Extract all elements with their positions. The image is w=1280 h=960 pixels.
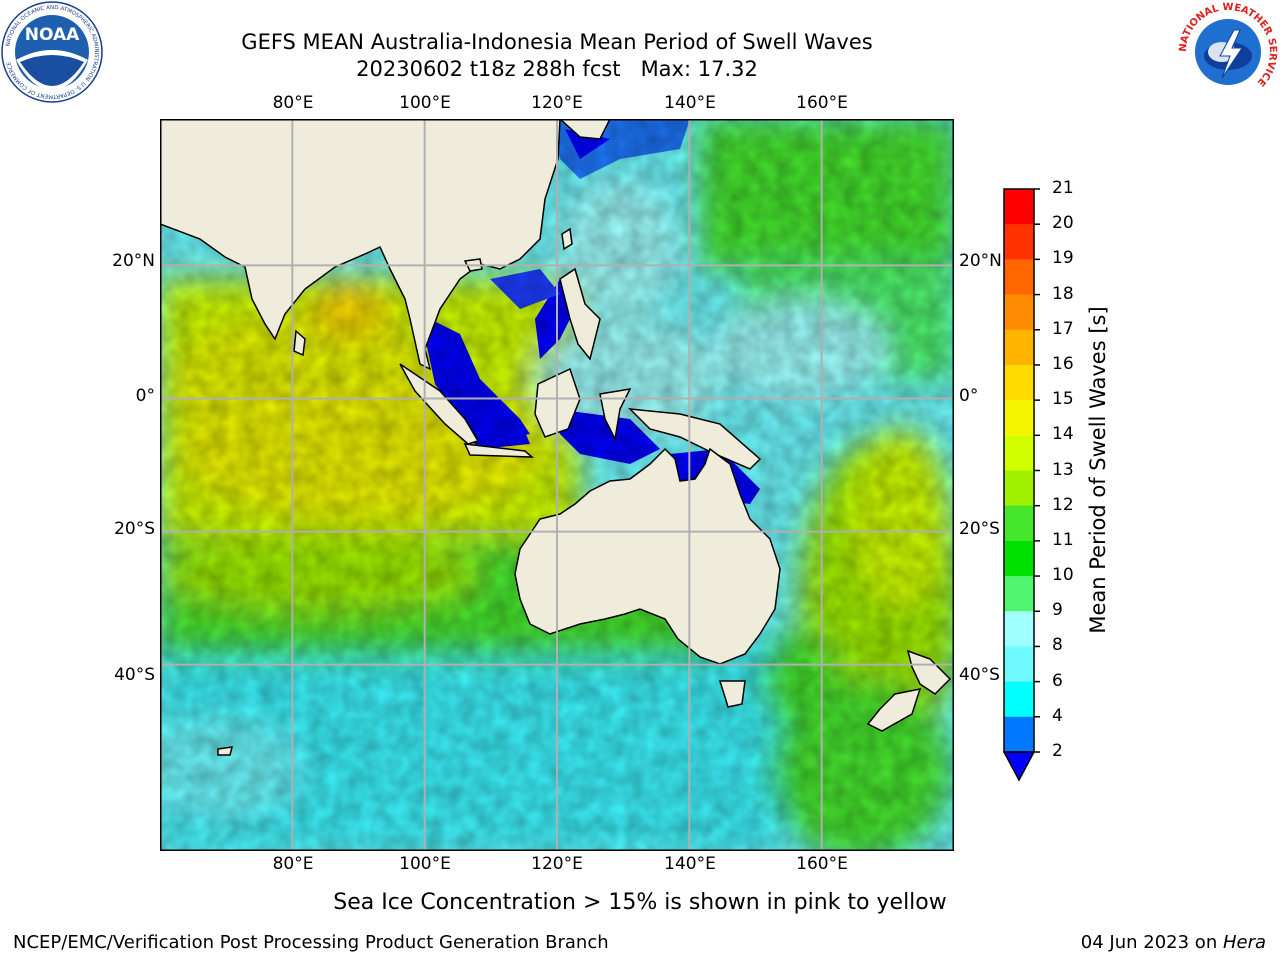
- colorbar-block: [1004, 259, 1034, 296]
- lon-tick-bottom-100: 100°E: [399, 854, 451, 874]
- noaa-logo: NOAA NATIONAL OCEANIC AND ATMOSPHERIC AD…: [1, 1, 103, 103]
- lon-tick-bottom-160: 160°E: [796, 854, 848, 874]
- colorbar-block: [1004, 329, 1034, 366]
- colorbar-block: [1004, 435, 1034, 471]
- sea-ice-note: Sea Ice Concentration > 15% is shown in …: [333, 890, 947, 915]
- lon-tick-top-140: 140°E: [664, 93, 716, 113]
- lon-tick-top-160: 160°E: [796, 93, 848, 113]
- lon-tick-top-120: 120°E: [531, 93, 583, 113]
- colorbar-tick-label: 21: [1052, 178, 1074, 198]
- land-taiwan: [561, 227, 573, 251]
- swell-period-map: [160, 119, 954, 851]
- colorbar-block: [1004, 189, 1034, 225]
- land-sri-lanka: [293, 329, 306, 357]
- nws-logo: NATIONAL WEATHER SERVICE: [1178, 2, 1278, 101]
- colorbar-block: [1004, 611, 1034, 647]
- colorbar-tick-label: 8: [1052, 635, 1063, 656]
- land-korea: [558, 119, 611, 140]
- land-nz-north: [906, 649, 952, 695]
- lat-tick-left-40s: 40°S: [114, 665, 155, 685]
- colorbar-block: [1004, 470, 1034, 507]
- land-new-guinea: [627, 408, 762, 470]
- colorbar-block: [1004, 505, 1034, 542]
- colorbar-block: [1004, 364, 1034, 401]
- colorbar-tick-label: 20: [1052, 213, 1074, 234]
- map-subtitle: 20230602 t18z 288h fcst Max: 17.32: [356, 57, 758, 81]
- footer-date-text: 04 Jun 2023 on: [1080, 932, 1223, 953]
- land-tasmania: [718, 680, 746, 708]
- colorbar-block: [1004, 576, 1034, 612]
- land-nz-south: [866, 688, 922, 732]
- lat-tick-right-20n: 20°N: [959, 251, 1002, 271]
- colorbar-block: [1004, 540, 1034, 577]
- footer-date: 04 Jun 2023 on Hera: [1081, 932, 1266, 953]
- colorbar-tick-label: 4: [1052, 705, 1063, 726]
- colorbar: [1002, 188, 1040, 782]
- land-asia: [160, 119, 561, 371]
- land-philippines: [559, 267, 601, 361]
- map-frame: [160, 119, 954, 851]
- lat-tick-right-20s: 20°S: [959, 519, 1000, 539]
- colorbar-tick-label: 12: [1052, 494, 1074, 515]
- colorbar-tick-label: 13: [1052, 459, 1074, 480]
- colorbar-tick-label: 14: [1052, 424, 1074, 445]
- colorbar-block: [1004, 400, 1034, 436]
- lon-tick-bottom-80: 80°E: [272, 854, 314, 874]
- lat-tick-right-40s: 40°S: [959, 665, 1000, 685]
- colorbar-block: [1004, 716, 1034, 753]
- colorbar-tick-label: 6: [1052, 670, 1063, 691]
- colorbar-tick-label: 17: [1052, 318, 1074, 339]
- colorbar-block: [1004, 224, 1034, 260]
- lat-tick-left-20n: 20°N: [112, 251, 155, 271]
- land-java: [463, 443, 535, 458]
- land-sumatra: [399, 363, 480, 445]
- land-kerguelen: [217, 746, 233, 756]
- lon-tick-top-100: 100°E: [399, 93, 451, 113]
- colorbar-block: [1004, 646, 1034, 683]
- land-sulawesi: [599, 388, 632, 442]
- footer-organization: NCEP/EMC/Verification Post Processing Pr…: [13, 932, 609, 953]
- colorbar-tick-label: 2: [1052, 741, 1063, 761]
- colorbar-label: Mean Period of Swell Waves [s]: [1086, 306, 1110, 634]
- colorbar-tick-label: 15: [1052, 389, 1074, 410]
- colorbar-tick-label: 18: [1052, 283, 1074, 304]
- colorbar-tick-label: 19: [1052, 248, 1074, 269]
- colorbar-tick-label: 16: [1052, 353, 1074, 374]
- colorbar-block: [1004, 681, 1034, 718]
- footer-machine: Hera: [1222, 932, 1266, 953]
- lon-tick-bottom-140: 140°E: [664, 854, 716, 874]
- lat-tick-left-0: 0°: [135, 386, 155, 406]
- lon-tick-top-80: 80°E: [272, 93, 314, 113]
- land-australia: [514, 447, 781, 665]
- lat-tick-right-0: 0°: [959, 386, 979, 406]
- lon-tick-bottom-120: 120°E: [531, 854, 583, 874]
- colorbar-block: [1004, 294, 1034, 331]
- lat-tick-left-20s: 20°S: [114, 519, 155, 539]
- graticule: [160, 119, 954, 851]
- noaa-logo-text: NOAA: [25, 25, 80, 45]
- map-title: GEFS MEAN Australia-Indonesia Mean Perio…: [241, 30, 873, 54]
- colorbar-tick-label: 10: [1052, 565, 1074, 586]
- colorbar-tick-label: 11: [1052, 529, 1074, 550]
- colorbar-tick-label: 9: [1052, 600, 1063, 621]
- colorbar-extend-arrow: [1002, 751, 1036, 782]
- land-masses: [160, 119, 952, 756]
